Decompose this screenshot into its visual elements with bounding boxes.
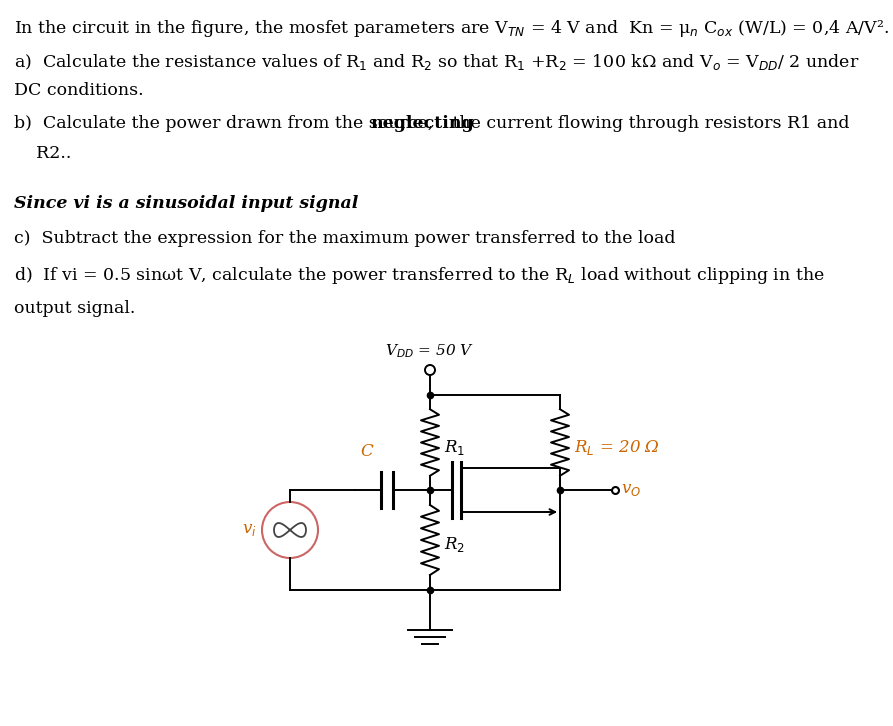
Text: Since vi is a sinusoidal input signal: Since vi is a sinusoidal input signal xyxy=(14,195,358,212)
Text: R$_1$: R$_1$ xyxy=(444,438,465,457)
Text: the current flowing through resistors R1 and: the current flowing through resistors R1… xyxy=(447,115,849,132)
Text: c)  Subtract the expression for the maximum power transferred to the load: c) Subtract the expression for the maxim… xyxy=(14,230,675,247)
Text: v$_O$: v$_O$ xyxy=(621,481,641,499)
Text: a)  Calculate the resistance values of R$_1$ and R$_2$ so that R$_1$ +R$_2$ = 10: a) Calculate the resistance values of R$… xyxy=(14,52,860,72)
Text: R$_2$: R$_2$ xyxy=(444,536,465,555)
Text: b)  Calculate the power drawn from the source,: b) Calculate the power drawn from the so… xyxy=(14,115,438,132)
Text: d)  If vi = 0.5 sinωt V, calculate the power transferred to the R$_L$ load witho: d) If vi = 0.5 sinωt V, calculate the po… xyxy=(14,265,825,286)
Text: DC conditions.: DC conditions. xyxy=(14,82,144,99)
Text: V$_{DD}$ = 50 V: V$_{DD}$ = 50 V xyxy=(386,342,474,360)
Text: R2..: R2.. xyxy=(14,145,71,162)
Text: C: C xyxy=(361,443,373,460)
Text: v$_i$: v$_i$ xyxy=(242,521,257,539)
Text: In the circuit in the figure, the mosfet parameters are V$_{TN}$ = 4 V and  Kn =: In the circuit in the figure, the mosfet… xyxy=(14,18,889,39)
Text: output signal.: output signal. xyxy=(14,300,136,317)
Text: R$_L$ = 20 Ω: R$_L$ = 20 Ω xyxy=(574,438,660,457)
Text: neglecting: neglecting xyxy=(370,115,473,132)
